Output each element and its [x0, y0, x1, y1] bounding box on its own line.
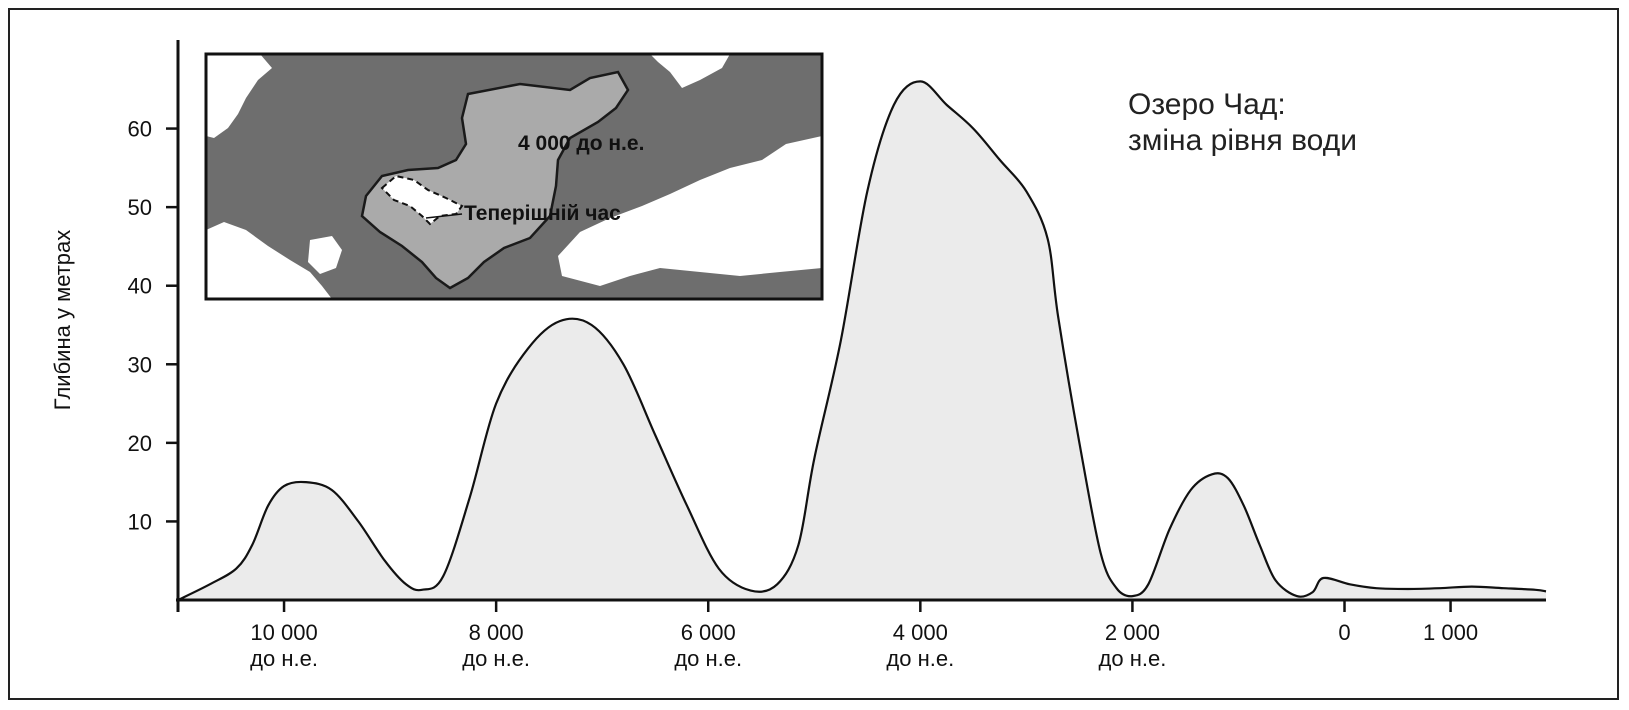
x-tick-label: 8 000	[469, 620, 524, 645]
x-tick-sublabel: до н.е.	[886, 646, 954, 671]
y-tick-label: 30	[128, 352, 152, 377]
lake-chad-chart: 4 000 до н.е. Теперішній час 10 20 30 40 50 6…	[50, 40, 1547, 671]
inset-open-area	[206, 222, 332, 299]
inset-lake-4000bc	[360, 70, 630, 290]
inset-open-area	[206, 54, 272, 138]
plot-area	[177, 80, 1547, 601]
x-tick-label: 0	[1338, 620, 1350, 645]
y-tick-label: 10	[128, 509, 152, 534]
inset-map: 4 000 до н.е. Теперішній час	[204, 52, 824, 301]
chart-title-line-2: зміна рівня води	[1128, 124, 1357, 157]
inset-open-area	[650, 54, 730, 88]
inset-border	[204, 52, 824, 301]
x-tick-label: 10 000	[250, 620, 317, 645]
chart-title-line-1: Озеро Чад:	[1128, 88, 1286, 121]
chart-frame: 4 000 до н.е. Теперішній час 10 20 30 40 50 6…	[8, 8, 1619, 700]
x-tick-sublabel: до н.е.	[462, 646, 530, 671]
depth-area-fill	[178, 81, 1546, 600]
y-ticks: 10 20 30 40 50 60	[128, 117, 178, 534]
x-tick-sublabel: до н.е.	[1099, 646, 1167, 671]
y-axis-label: Глибина у метрах	[50, 230, 75, 410]
inset-leader-line	[425, 213, 463, 219]
x-tick-label: 6 000	[681, 620, 736, 645]
depth-series-line	[177, 80, 1547, 601]
y-tick-label: 40	[128, 274, 152, 299]
x-tick-label: 4 000	[893, 620, 948, 645]
inset-label-present: Теперішній час	[464, 202, 621, 225]
y-tick-label: 60	[128, 117, 152, 142]
y-tick-label: 50	[128, 195, 152, 220]
y-tick-label: 20	[128, 431, 152, 456]
x-tick-label: 2 000	[1105, 620, 1160, 645]
x-tick-label: 1 000	[1423, 620, 1478, 645]
chart-title: Озеро Чад: зміна рівня води	[1128, 88, 1357, 157]
inset-label-4000bc: 4 000 до н.е.	[518, 132, 644, 155]
inset-open-area	[308, 236, 342, 274]
inset-open-area	[558, 136, 822, 286]
x-tick-sublabel: до н.е.	[674, 646, 742, 671]
x-tick-sublabel: до н.е.	[250, 646, 318, 671]
